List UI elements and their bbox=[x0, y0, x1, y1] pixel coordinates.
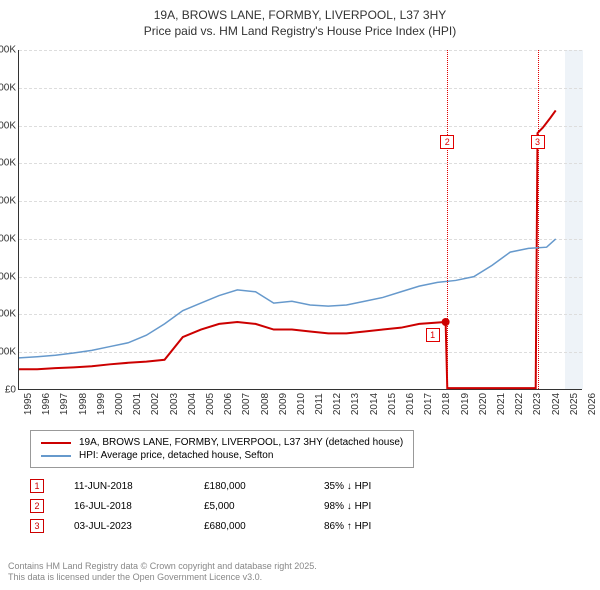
transaction-badge: 2 bbox=[30, 499, 44, 513]
x-axis-label: 2012 bbox=[328, 393, 343, 415]
x-axis-label: 2021 bbox=[492, 393, 507, 415]
transaction-badge: 1 bbox=[30, 479, 44, 493]
legend-item: 19A, BROWS LANE, FORMBY, LIVERPOOL, L37 … bbox=[41, 436, 403, 449]
transaction-row: 2 16-JUL-2018£5,00098% ↓ HPI bbox=[30, 496, 444, 516]
x-axis-label: 1999 bbox=[92, 393, 107, 415]
y-axis-label: £400K bbox=[0, 233, 19, 244]
transaction-table: 1 11-JUN-2018£180,00035% ↓ HPI 2 16-JUL-201… bbox=[30, 476, 444, 536]
x-axis-label: 2023 bbox=[528, 393, 543, 415]
annotation-badge-2: 2 bbox=[440, 135, 454, 149]
x-axis-label: 2014 bbox=[365, 393, 380, 415]
x-axis-label: 2007 bbox=[237, 393, 252, 415]
transaction-row: 3 03-JUL-2023£680,00086% ↑ HPI bbox=[30, 516, 444, 536]
x-axis-label: 2010 bbox=[292, 393, 307, 415]
title-line-2: Price paid vs. HM Land Registry's House … bbox=[0, 24, 600, 40]
annotation-point-1 bbox=[442, 318, 450, 326]
footer-attribution: Contains HM Land Registry data © Crown c… bbox=[8, 561, 317, 584]
x-axis-label: 1995 bbox=[19, 393, 34, 415]
y-axis-label: £900K bbox=[0, 45, 19, 56]
y-axis-label: £100K bbox=[0, 347, 19, 358]
transaction-price: £680,000 bbox=[204, 521, 324, 532]
y-axis-label: £200K bbox=[0, 309, 19, 320]
x-axis-label: 2004 bbox=[183, 393, 198, 415]
legend: 19A, BROWS LANE, FORMBY, LIVERPOOL, L37 … bbox=[30, 430, 414, 468]
x-axis-label: 2018 bbox=[437, 393, 452, 415]
annotation-badge-1: 1 bbox=[426, 328, 440, 342]
transaction-hpi: 35% ↓ HPI bbox=[324, 481, 444, 492]
footer-line-2: This data is licensed under the Open Gov… bbox=[8, 572, 317, 584]
x-axis-label: 2015 bbox=[383, 393, 398, 415]
x-axis-label: 1997 bbox=[55, 393, 70, 415]
x-axis-label: 1996 bbox=[37, 393, 52, 415]
transaction-badge: 3 bbox=[30, 519, 44, 533]
x-axis-label: 2019 bbox=[456, 393, 471, 415]
legend-label: 19A, BROWS LANE, FORMBY, LIVERPOOL, L37 … bbox=[79, 437, 403, 448]
y-axis-label: £300K bbox=[0, 271, 19, 282]
y-axis-label: £0 bbox=[5, 385, 19, 396]
transaction-date: 03-JUL-2023 bbox=[74, 521, 204, 532]
x-axis-label: 2026 bbox=[583, 393, 598, 415]
transaction-date: 16-JUL-2018 bbox=[74, 501, 204, 512]
x-axis-label: 2001 bbox=[128, 393, 143, 415]
annotation-badge-3: 3 bbox=[531, 135, 545, 149]
legend-swatch bbox=[41, 455, 71, 457]
title-line-1: 19A, BROWS LANE, FORMBY, LIVERPOOL, L37 … bbox=[0, 8, 600, 24]
x-axis-label: 2022 bbox=[510, 393, 525, 415]
annotation-line-2 bbox=[447, 50, 448, 389]
x-axis-label: 2009 bbox=[274, 393, 289, 415]
x-axis-label: 2008 bbox=[256, 393, 271, 415]
transaction-row: 1 11-JUN-2018£180,00035% ↓ HPI bbox=[30, 476, 444, 496]
y-axis-label: £500K bbox=[0, 196, 19, 207]
x-axis-label: 2013 bbox=[346, 393, 361, 415]
transaction-price: £180,000 bbox=[204, 481, 324, 492]
x-axis-label: 2024 bbox=[547, 393, 562, 415]
transaction-hpi: 98% ↓ HPI bbox=[324, 501, 444, 512]
transaction-date: 11-JUN-2018 bbox=[74, 481, 204, 492]
x-axis-label: 2000 bbox=[110, 393, 125, 415]
annotation-line-3 bbox=[538, 50, 539, 389]
y-axis-label: £600K bbox=[0, 158, 19, 169]
x-axis-label: 2025 bbox=[565, 393, 580, 415]
x-axis-label: 2003 bbox=[165, 393, 180, 415]
x-axis-label: 2005 bbox=[201, 393, 216, 415]
x-axis-label: 2006 bbox=[219, 393, 234, 415]
series-hpi bbox=[19, 239, 556, 358]
legend-swatch bbox=[41, 442, 71, 444]
legend-label: HPI: Average price, detached house, Seft… bbox=[79, 450, 273, 461]
transaction-price: £5,000 bbox=[204, 501, 324, 512]
y-axis-label: £700K bbox=[0, 120, 19, 131]
x-axis-label: 2002 bbox=[146, 393, 161, 415]
x-axis-label: 2011 bbox=[310, 393, 325, 415]
x-axis-label: 2017 bbox=[419, 393, 434, 415]
chart-title: 19A, BROWS LANE, FORMBY, LIVERPOOL, L37 … bbox=[0, 0, 600, 39]
plot-svg bbox=[19, 50, 582, 389]
transaction-hpi: 86% ↑ HPI bbox=[324, 521, 444, 532]
footer-line-1: Contains HM Land Registry data © Crown c… bbox=[8, 561, 317, 573]
y-axis-label: £800K bbox=[0, 82, 19, 93]
x-axis-label: 1998 bbox=[74, 393, 89, 415]
series-price_paid bbox=[19, 110, 556, 388]
x-axis-label: 2016 bbox=[401, 393, 416, 415]
chart-plot-area: £0£100K£200K£300K£400K£500K£600K£700K£80… bbox=[18, 50, 582, 390]
legend-item: HPI: Average price, detached house, Seft… bbox=[41, 449, 403, 462]
x-axis-label: 2020 bbox=[474, 393, 489, 415]
